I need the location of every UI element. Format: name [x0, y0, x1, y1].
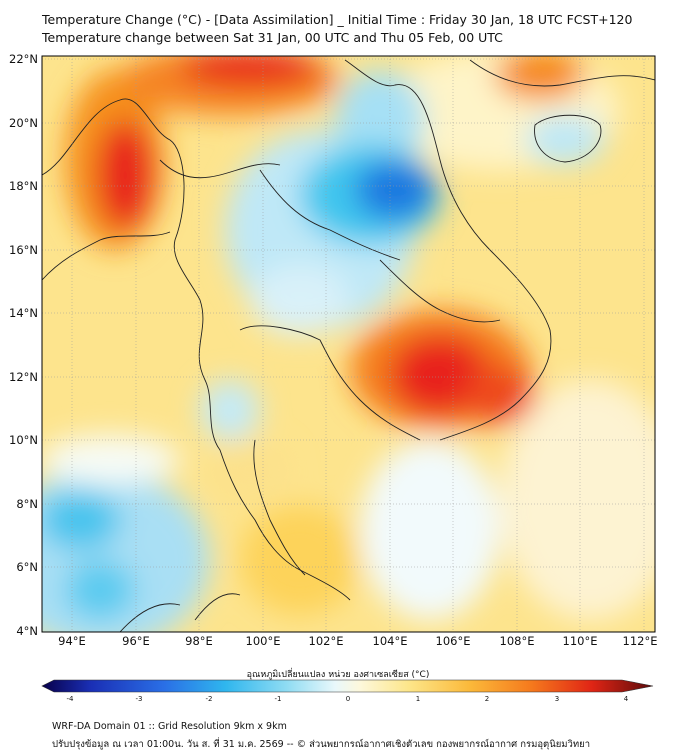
- colorbar-tick: 4: [624, 695, 629, 703]
- graticule: [42, 56, 655, 632]
- colorbar-tick: 0: [346, 695, 350, 703]
- coastlines: [42, 59, 655, 632]
- title-line-1: Temperature Change (°C) - [Data Assimila…: [42, 12, 633, 27]
- lat-label: 12°N: [9, 370, 38, 384]
- colorbar-tick: -4: [67, 695, 75, 703]
- longitude-labels: 94°E 96°E 98°E 100°E 102°E 104°E 106°E 1…: [58, 634, 657, 648]
- lat-label: 8°N: [16, 497, 38, 511]
- lat-label: 14°N: [9, 306, 38, 320]
- lat-label: 22°N: [9, 52, 38, 66]
- lat-label: 6°N: [16, 560, 38, 574]
- lon-label: 102°E: [309, 634, 344, 648]
- lon-label: 98°E: [185, 634, 213, 648]
- lon-label: 100°E: [246, 634, 281, 648]
- colorbar-gradient: [41, 679, 654, 693]
- lon-label: 112°E: [623, 634, 658, 648]
- colorbar-tick: -3: [136, 695, 143, 703]
- lon-label: 94°E: [58, 634, 86, 648]
- lon-label: 104°E: [373, 634, 408, 648]
- title-line-2: Temperature change between Sat 31 Jan, 0…: [42, 30, 503, 45]
- latitude-labels: 22°N 20°N 18°N 16°N 14°N 12°N 10°N 8°N 6…: [9, 52, 38, 638]
- map-field: [42, 56, 655, 632]
- colorbar: -4 -3 -2 -1 0 1 2 3 4: [41, 679, 654, 703]
- colorbar-ticks: -4 -3 -2 -1 0 1 2 3 4: [67, 695, 629, 703]
- lon-label: 110°E: [563, 634, 598, 648]
- lon-label: 106°E: [436, 634, 471, 648]
- colorbar-tick: 2: [485, 695, 489, 703]
- colorbar-tick: 1: [416, 695, 420, 703]
- colorbar-label: อุณหภูมิเปลี่ยนแปลง หน่วย องศาเซลเซียส (…: [246, 670, 430, 680]
- colorbar-tick: 3: [555, 695, 559, 703]
- lon-label: 96°E: [122, 634, 150, 648]
- lat-label: 18°N: [9, 179, 38, 193]
- lat-label: 10°N: [9, 433, 38, 447]
- lat-label: 4°N: [16, 624, 38, 638]
- colorbar-tick: -2: [206, 695, 213, 703]
- lat-label: 16°N: [9, 243, 38, 257]
- map-border: [41, 55, 656, 633]
- footer-line-1: WRF-DA Domain 01 :: Grid Resolution 9km …: [52, 721, 287, 732]
- colorbar-tick: -1: [275, 695, 282, 703]
- footer-line-2: ปรับปรุงข้อมูล ณ เวลา 01:00น. วัน ส. ที่…: [52, 739, 591, 750]
- lat-label: 20°N: [9, 116, 38, 130]
- lon-label: 108°E: [500, 634, 535, 648]
